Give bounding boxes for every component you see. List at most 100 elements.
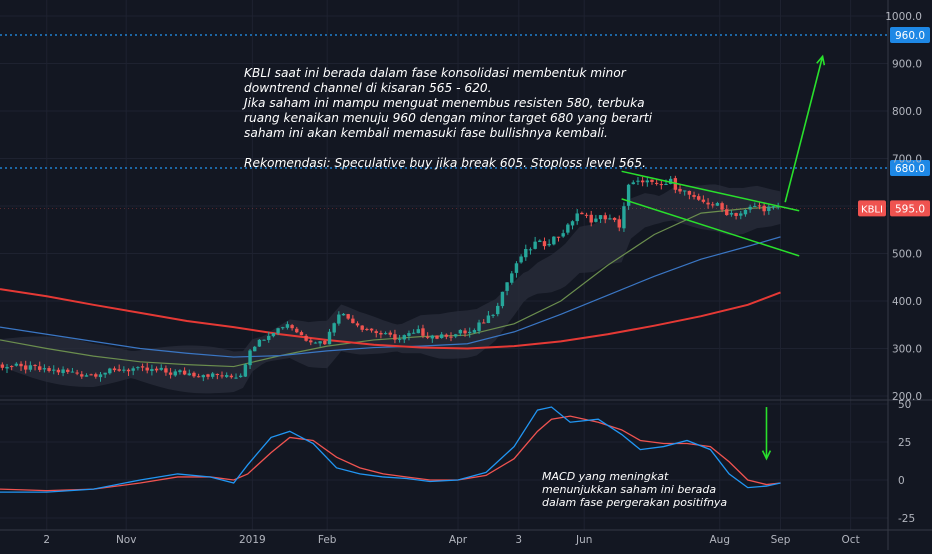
candle-body <box>164 368 168 373</box>
macd-tick-label: 0 <box>898 475 905 487</box>
candle-body <box>640 180 645 183</box>
candle-body <box>365 328 369 330</box>
candle-body <box>182 370 187 375</box>
candle-body <box>510 273 514 283</box>
candle-body <box>257 339 262 347</box>
candle-body <box>692 195 696 197</box>
candle-body <box>631 182 635 185</box>
candle-body <box>150 369 154 372</box>
candle-body <box>253 346 257 352</box>
candle-body <box>136 367 140 369</box>
candle-body <box>313 342 318 344</box>
macd-tick-label: 50 <box>898 399 911 411</box>
candle-body <box>561 233 565 237</box>
candle-body <box>580 212 584 215</box>
candle-body <box>439 334 444 339</box>
price-tick-label: 700.0 <box>892 154 922 166</box>
candle-body <box>154 368 159 371</box>
candle-body <box>729 213 734 215</box>
time-tick-label: Nov <box>116 534 137 546</box>
candle-body <box>192 372 196 377</box>
candle-body <box>75 372 79 374</box>
candle-body <box>739 213 743 216</box>
candle-body <box>757 205 762 207</box>
candle-body <box>598 215 603 220</box>
candle-body <box>617 219 621 228</box>
candle-body <box>743 209 748 215</box>
candle-body <box>267 335 271 340</box>
candle-body <box>196 376 201 378</box>
channel-lower-line <box>621 198 800 257</box>
candle-body <box>477 322 481 331</box>
candle-body <box>383 333 388 335</box>
macd-tick-label: 25 <box>898 437 911 449</box>
candle-body <box>374 331 378 334</box>
candle-body <box>720 203 724 210</box>
candle-body <box>664 183 668 185</box>
candle-body <box>650 179 654 182</box>
candle-body <box>122 369 126 371</box>
candle-body <box>112 368 117 371</box>
candle-body <box>542 241 547 247</box>
candle-body <box>570 221 575 226</box>
time-tick-label: 2 <box>43 534 50 546</box>
candle-body <box>608 218 612 220</box>
candle-body <box>238 375 243 378</box>
candle-body <box>682 190 687 192</box>
candle-body <box>131 368 135 371</box>
macd-arrow-head <box>761 450 772 461</box>
candle-body <box>281 327 285 329</box>
candle-body <box>215 373 220 376</box>
candle-body <box>701 199 706 202</box>
candle-body <box>697 196 701 200</box>
candle-body <box>28 365 33 370</box>
candle-body <box>94 374 98 377</box>
candle-body <box>552 236 556 245</box>
candle-body <box>496 305 500 315</box>
candle-body <box>514 263 519 273</box>
candle-body <box>14 363 19 366</box>
candle-body <box>295 328 299 333</box>
time-tick-label: Oct <box>842 534 860 546</box>
candle-body <box>748 206 752 210</box>
time-tick-label: Apr <box>449 534 468 546</box>
analysis-note: KBLI saat ini berada dalam fase konsolid… <box>244 66 653 170</box>
candle-body <box>206 374 210 377</box>
candle-body <box>61 369 65 374</box>
candle-body <box>52 369 56 371</box>
candle-body <box>407 333 411 336</box>
candle-body <box>24 365 28 370</box>
time-tick-label: 2019 <box>239 534 266 546</box>
candle-body <box>355 323 360 326</box>
candle-body <box>84 375 89 377</box>
candle-body <box>687 190 692 195</box>
candle-body <box>547 243 551 246</box>
candle-body <box>248 350 252 366</box>
candle-body <box>80 374 84 377</box>
candle-body <box>304 335 308 341</box>
macd-tick-label: -25 <box>898 513 915 525</box>
symbol-tag <box>858 200 886 217</box>
candle-body <box>589 214 593 223</box>
volatility-band <box>0 184 781 394</box>
candle-body <box>285 324 290 328</box>
candle-body <box>66 369 70 372</box>
candle-body <box>482 322 486 324</box>
candle-body <box>98 374 103 378</box>
candle-body <box>659 184 664 186</box>
candle-body <box>524 249 528 258</box>
candle-body <box>491 314 495 316</box>
price-tick-label: 800.0 <box>892 106 922 118</box>
time-tick-label: Aug <box>709 534 730 546</box>
candle-body <box>725 209 729 216</box>
candle-body <box>528 249 533 251</box>
candle-body <box>645 180 650 183</box>
candle-body <box>430 335 435 339</box>
candle-body <box>5 366 9 369</box>
last-price-label: 595.0 <box>895 203 925 215</box>
price-tick-label: 1000.0 <box>885 11 922 23</box>
candles <box>0 175 780 382</box>
